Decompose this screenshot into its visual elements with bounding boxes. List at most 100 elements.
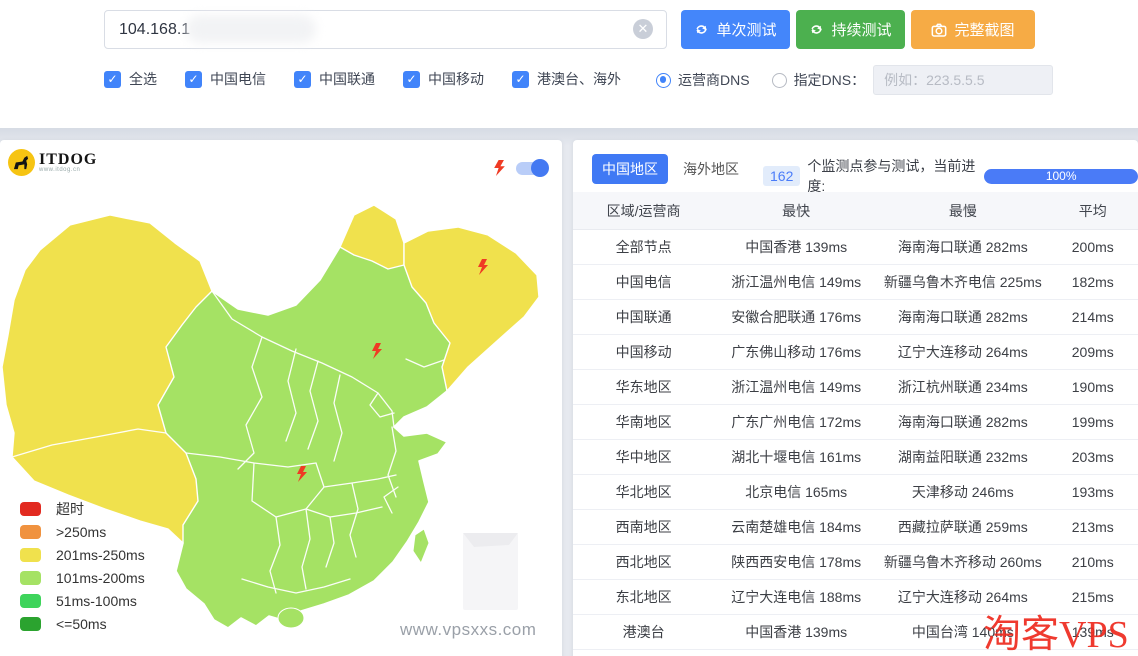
slowest-cell: 海南海口联通 282ms bbox=[897, 239, 1028, 255]
average-cell: 139ms bbox=[1071, 624, 1114, 640]
taoke-vps-watermark: 淘客VPS bbox=[983, 614, 1129, 656]
single-test-label: 单次测试 bbox=[716, 22, 777, 39]
slow-region-west bbox=[1, 214, 213, 544]
carrier-checkbox[interactable]: ✓ 中国联通 bbox=[294, 69, 375, 89]
camera-icon bbox=[932, 23, 947, 37]
legend: 超时 >250ms 201ms-250ms 101ms-200ms 51ms-1… bbox=[20, 497, 145, 635]
province-borders bbox=[11, 290, 445, 594]
average-cell: 193ms bbox=[1071, 484, 1114, 500]
legend-color-swatch bbox=[20, 593, 41, 608]
region-cell: 全部节点 bbox=[615, 239, 672, 255]
lightning-marker-chongqing bbox=[297, 466, 307, 482]
table-row: 西南地区 云南楚雄电信 184ms 西藏拉萨联通 259ms 213ms bbox=[573, 510, 1138, 545]
taiwan-island bbox=[412, 528, 430, 565]
region-cell: 东北地区 bbox=[615, 589, 672, 605]
average-cell: 213ms bbox=[1071, 519, 1114, 535]
region-cell: 华南地区 bbox=[615, 414, 672, 430]
hainan-island bbox=[277, 607, 305, 629]
region-cell: 中国移动 bbox=[615, 344, 672, 360]
progress-text: 个监测点参与测试，当前进度: bbox=[807, 158, 976, 194]
realtime-toggle[interactable] bbox=[516, 159, 549, 177]
legend-label: 101ms-200ms bbox=[56, 569, 145, 586]
average-cell: 215ms bbox=[1071, 589, 1114, 605]
carrier-checkbox[interactable]: ✓ 中国电信 bbox=[185, 69, 266, 89]
fastest-cell: 安徽合肥联通 176ms bbox=[731, 309, 862, 325]
results-panel: 中国地区 海外地区 162 个监测点参与测试，当前进度: 100% 区域/运营商… bbox=[573, 140, 1138, 656]
header-average: 平均 bbox=[1078, 202, 1107, 219]
region-cell: 港澳台 bbox=[622, 624, 665, 640]
custom-dns-radio[interactable] bbox=[771, 72, 787, 88]
header-region: 区域/运营商 bbox=[606, 202, 681, 219]
average-cell: 214ms bbox=[1071, 309, 1114, 325]
fastest-cell: 中国香港 139ms bbox=[745, 239, 848, 255]
slowest-cell: 海南海口联通 282ms bbox=[897, 414, 1028, 430]
itdog-logo-subtitle: www.itdog.cn bbox=[39, 167, 81, 173]
checkbox-label: 中国联通 bbox=[319, 71, 375, 87]
legend-color-swatch bbox=[20, 570, 41, 585]
average-cell: 190ms bbox=[1071, 379, 1114, 395]
checkbox-checked-icon: ✓ bbox=[403, 70, 420, 88]
full-screenshot-label: 完整截图 bbox=[954, 22, 1015, 39]
tab-china-region[interactable]: 中国地区 bbox=[592, 154, 668, 184]
region-cell: 中国联通 bbox=[615, 309, 672, 325]
carrier-checkbox[interactable]: ✓ 港澳台、海外 bbox=[512, 69, 621, 89]
clear-input-icon[interactable]: ✕ bbox=[633, 19, 653, 39]
region-cell: 华中地区 bbox=[615, 449, 672, 465]
checkbox-checked-icon: ✓ bbox=[185, 70, 202, 88]
header-fastest: 最快 bbox=[782, 202, 811, 219]
refresh-icon bbox=[696, 25, 708, 34]
checkbox-checked-icon: ✓ bbox=[512, 70, 529, 88]
fastest-cell: 湖北十堰电信 161ms bbox=[731, 449, 862, 465]
slowest-cell: 湖南益阳联通 232ms bbox=[897, 449, 1028, 465]
region-cell: 西南地区 bbox=[615, 519, 672, 535]
carrier-checkbox[interactable]: ✓ 中国移动 bbox=[403, 69, 484, 89]
tab-overseas-region[interactable]: 海外地区 bbox=[683, 161, 739, 177]
slowest-cell: 浙江杭州联通 234ms bbox=[897, 379, 1028, 395]
legend-item: 超时 bbox=[20, 497, 145, 520]
checkbox-checked-icon: ✓ bbox=[104, 70, 121, 88]
full-screenshot-button[interactable]: 完整截图 bbox=[911, 10, 1035, 49]
results-table-header: 区域/运营商 最快 最慢 平均 bbox=[573, 192, 1138, 230]
custom-dns-label: 指定DNS： bbox=[793, 72, 866, 88]
china-latency-map bbox=[1, 204, 540, 629]
table-row: 华东地区 浙江温州电信 149ms 浙江杭州联通 234ms 190ms bbox=[573, 370, 1138, 405]
slowest-cell: 新疆乌鲁木齐移动 260ms bbox=[883, 554, 1042, 570]
legend-color-swatch bbox=[20, 616, 41, 631]
lightning-marker-beijing bbox=[372, 343, 382, 359]
average-cell: 203ms bbox=[1071, 449, 1114, 465]
itdog-logo-title: ITDOG bbox=[39, 151, 98, 168]
legend-label: 超时 bbox=[56, 500, 84, 517]
results-table: 区域/运营商 最快 最慢 平均 全部节点 中国香港 139ms 海南海口联通 2… bbox=[573, 192, 1138, 650]
progress-row: 162 个监测点参与测试，当前进度: 100% bbox=[763, 156, 1138, 196]
legend-label: >250ms bbox=[56, 523, 107, 540]
progress-bar: 100% bbox=[984, 168, 1138, 184]
legend-item: >250ms bbox=[20, 520, 145, 543]
table-row: 港澳台 中国香港 139ms 中国台湾 140ms 139ms bbox=[573, 615, 1138, 650]
checkbox-row: ✓ 全选 ✓ 中国电信 ✓ 中国联通 ✓ 中国移动 ✓ 港澳台、海外 bbox=[104, 69, 621, 89]
region-cell: 中国电信 bbox=[615, 274, 672, 290]
continuous-test-label: 持续测试 bbox=[831, 22, 892, 39]
table-row: 全部节点 中国香港 139ms 海南海口联通 282ms 200ms bbox=[573, 230, 1138, 265]
legend-item: 51ms-100ms bbox=[20, 589, 145, 612]
lightning-icon bbox=[494, 160, 505, 176]
header-slowest: 最慢 bbox=[948, 202, 977, 219]
average-cell: 200ms bbox=[1071, 239, 1114, 255]
legend-color-swatch bbox=[20, 524, 41, 539]
legend-item: 101ms-200ms bbox=[20, 566, 145, 589]
itdog-dog-icon bbox=[8, 149, 35, 176]
slowest-cell: 中国台湾 140ms bbox=[911, 624, 1014, 640]
slowest-cell: 天津移动 246ms bbox=[911, 484, 1014, 500]
carrier-dns-radio[interactable] bbox=[656, 72, 671, 88]
lightning-marker-harbin bbox=[478, 259, 488, 275]
ip-input[interactable] bbox=[104, 10, 667, 49]
legend-color-swatch bbox=[20, 501, 41, 516]
results-table-body: 全部节点 中国香港 139ms 海南海口联通 282ms 200ms 中国电信 … bbox=[573, 230, 1138, 650]
single-test-button[interactable]: 单次测试 bbox=[681, 10, 790, 49]
carrier-dns-label: 运营商DNS bbox=[678, 72, 750, 88]
carrier-checkbox[interactable]: ✓ 全选 bbox=[104, 69, 157, 89]
slowest-cell: 辽宁大连移动 264ms bbox=[897, 589, 1028, 605]
legend-label: 201ms-250ms bbox=[56, 546, 145, 563]
custom-dns-input[interactable] bbox=[873, 65, 1054, 95]
region-tabs: 中国地区 海外地区 bbox=[592, 154, 739, 184]
continuous-test-button[interactable]: 持续测试 bbox=[796, 10, 905, 49]
